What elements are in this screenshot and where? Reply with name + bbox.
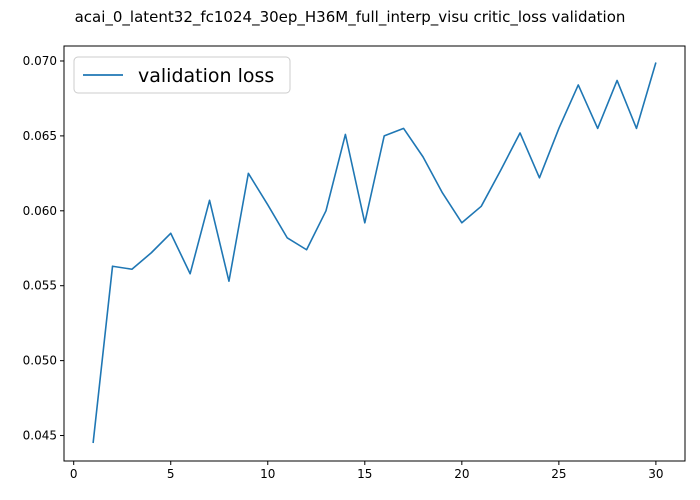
x-tick-label: 5 — [167, 467, 175, 481]
y-tick-label: 0.050 — [23, 354, 57, 368]
legend-box — [73, 56, 291, 94]
y-tick-label: 0.055 — [23, 279, 57, 293]
y-tick-label: 0.045 — [23, 429, 57, 443]
chart-title: acai_0_latent32_fc1024_30ep_H36M_full_in… — [74, 8, 626, 26]
plot-frame — [63, 45, 686, 462]
legend: validation loss — [73, 56, 291, 94]
x-tick-label: 0 — [70, 467, 78, 481]
x-tick-label: 25 — [551, 467, 566, 481]
x-tick-label: 20 — [454, 467, 469, 481]
x-axis-ticks: 0 5 10 15 20 25 30 — [70, 461, 664, 481]
axes — [63, 45, 686, 462]
y-tick-label: 0.065 — [23, 129, 57, 143]
x-tick-label: 30 — [648, 467, 663, 481]
series-line-validation-loss — [92, 62, 657, 444]
y-axis-ticks: 0.045 0.050 0.055 0.060 0.065 0.070 — [23, 54, 64, 443]
legend-label: validation loss — [138, 65, 274, 87]
x-tick-label: 10 — [260, 467, 275, 481]
x-tick-label: 15 — [357, 467, 372, 481]
series-lines — [92, 62, 657, 444]
y-tick-label: 0.060 — [23, 204, 57, 218]
y-tick-label: 0.070 — [23, 54, 57, 68]
